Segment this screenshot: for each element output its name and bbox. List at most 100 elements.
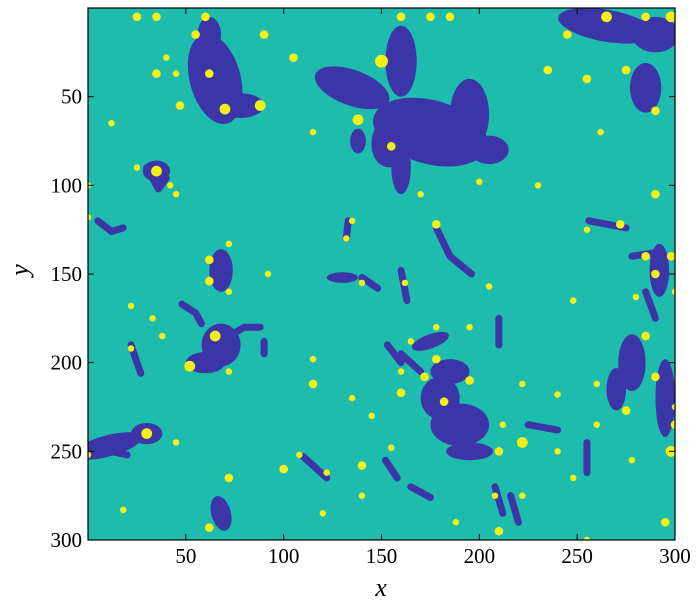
particle (628, 456, 636, 464)
domain-filament (225, 323, 264, 340)
domain-blob (210, 496, 232, 531)
particle (166, 182, 174, 189)
particle (386, 142, 396, 151)
domain-blob (449, 78, 490, 150)
particle (88, 451, 92, 459)
particle (254, 100, 266, 111)
particle (358, 492, 366, 499)
x-tick-label: 50 (175, 544, 196, 568)
particle (309, 128, 317, 136)
particle (357, 461, 367, 470)
particle (141, 428, 153, 439)
particle (396, 388, 406, 398)
domain-filament (94, 217, 127, 235)
domain-filament (90, 444, 131, 459)
particle (352, 114, 364, 126)
particle (323, 469, 330, 476)
domain-blob (391, 141, 411, 195)
particle (666, 251, 675, 261)
particle (445, 12, 455, 22)
particle (205, 255, 214, 265)
domain-filament (299, 453, 331, 482)
particle (465, 376, 474, 385)
domain-blob (606, 367, 627, 411)
particle (485, 283, 493, 290)
particle (172, 190, 180, 198)
particle (632, 293, 640, 301)
domain-filament (381, 456, 401, 482)
domain-blob (420, 376, 460, 420)
particle (108, 120, 115, 127)
particle (225, 240, 233, 248)
particle (554, 448, 561, 455)
domain-blob (314, 66, 390, 110)
particle (420, 372, 429, 382)
y-axis-title: y (5, 264, 34, 279)
particle (88, 214, 92, 221)
particle (368, 412, 375, 420)
particle (582, 74, 592, 84)
particle (670, 420, 675, 430)
domain-filament (642, 288, 659, 322)
particle (563, 30, 572, 39)
particle (519, 492, 526, 499)
domain-blob (197, 16, 222, 53)
particle (491, 492, 499, 499)
domain-blob (469, 135, 509, 165)
x-tick-label: 300 (659, 544, 691, 568)
domain-filament (178, 300, 205, 328)
particle (593, 421, 600, 428)
particle (259, 30, 269, 39)
particle (308, 379, 318, 389)
particle (660, 517, 670, 527)
particle (205, 276, 214, 286)
y-tick-label: 100 (51, 173, 83, 197)
domain-blob (209, 249, 233, 292)
x-tick-label: 100 (268, 544, 300, 568)
particle (127, 302, 135, 310)
particle (417, 190, 424, 198)
domain-filament (143, 164, 170, 193)
particle (665, 11, 675, 23)
particle (621, 65, 631, 75)
particle (163, 54, 170, 61)
y-tick-label: 250 (51, 439, 83, 463)
particle (601, 11, 612, 23)
particle (615, 220, 625, 229)
particle (133, 164, 141, 171)
y-tick-label: 50 (61, 85, 82, 109)
particle (407, 338, 415, 345)
domain-blob (631, 16, 675, 53)
particle (516, 437, 528, 448)
particle (593, 380, 600, 388)
particle (452, 519, 460, 526)
domain-filament (491, 483, 507, 517)
particle (621, 406, 631, 415)
particle (388, 444, 395, 452)
particle (159, 332, 166, 340)
particle (151, 165, 162, 177)
particle (132, 12, 142, 22)
particle (289, 53, 298, 62)
particle (152, 12, 161, 22)
particle (651, 189, 660, 199)
domain-blob (185, 352, 225, 374)
domain-filament (524, 421, 562, 434)
x-tick-label: 200 (464, 544, 496, 568)
particle (671, 288, 675, 295)
domain-blob (350, 128, 366, 154)
particle (554, 391, 561, 398)
particle (570, 297, 577, 304)
particle (426, 12, 435, 22)
x-tick-label: 250 (561, 544, 593, 568)
particle (570, 474, 577, 482)
particle (651, 269, 660, 279)
x-axis-ticks: 50 100 150 200 250 300 (175, 8, 691, 568)
particle (172, 439, 180, 446)
particle (583, 226, 591, 233)
particle (184, 360, 196, 372)
particle (191, 30, 200, 39)
domain-blob (385, 25, 417, 97)
domain-blob (558, 8, 655, 44)
